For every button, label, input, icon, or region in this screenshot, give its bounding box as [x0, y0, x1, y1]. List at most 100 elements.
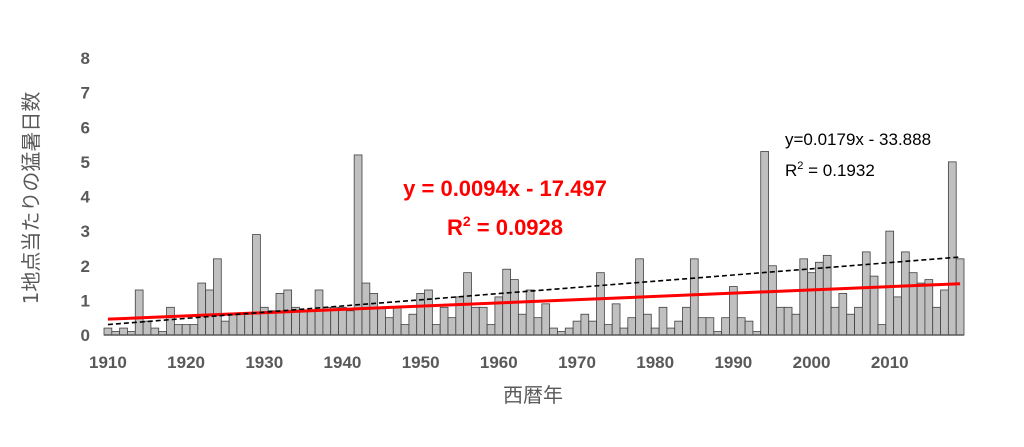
bar-2015: [924, 279, 934, 336]
trendlines: [107, 256, 961, 326]
y-axis: 0 1 2 3 4 5 6 7 8: [81, 49, 91, 345]
bar-1964: [525, 289, 535, 336]
bar-2016: [932, 306, 941, 336]
bar-1919: [173, 324, 183, 336]
bar-1989: [721, 317, 730, 336]
bar-2010: [885, 230, 895, 336]
bar-1971: [580, 313, 590, 336]
bar-2011: [893, 296, 902, 336]
bar-2001: [815, 261, 824, 336]
bar-1979: [643, 313, 652, 336]
bar-1998: [791, 313, 801, 336]
bar-1937: [314, 289, 324, 336]
y-tick-label: 7: [81, 84, 90, 103]
y-tick-label: 6: [81, 118, 90, 137]
bar-1920: [181, 324, 191, 336]
bar-1986: [697, 317, 707, 336]
bar-1955: [455, 296, 465, 336]
x-tick-label: 1930: [245, 353, 283, 372]
bar-2006: [854, 306, 863, 336]
x-tick-label: 2010: [871, 353, 909, 372]
bar-2013: [908, 272, 918, 336]
bar-1931: [267, 310, 277, 336]
bar-1994: [760, 151, 769, 336]
y-tick-label: 5: [81, 153, 90, 172]
bar-1946: [385, 317, 394, 336]
bar-1929: [252, 234, 261, 336]
bar-2018: [947, 161, 957, 336]
bar-1940: [338, 306, 347, 336]
bar-2008: [869, 275, 879, 336]
bar-2000: [807, 272, 816, 336]
y-tick-label: 0: [81, 326, 90, 345]
bar-2012: [901, 251, 910, 336]
bar-1912: [119, 327, 128, 336]
y-tick-label: 4: [81, 188, 91, 207]
dashed-trend-equation: y=0.0179x - 33.888: [785, 130, 931, 149]
bar-1932: [275, 293, 285, 336]
dashed-trendline: [107, 256, 961, 326]
x-tick-label: 1960: [480, 353, 518, 372]
bar-1992: [744, 320, 754, 336]
bar-1977: [627, 317, 637, 336]
bar-1958: [478, 306, 488, 336]
x-tick-label: 2000: [793, 353, 831, 372]
y-tick-label: 3: [81, 222, 90, 241]
bar-1985: [689, 258, 699, 336]
bar-1983: [674, 320, 683, 336]
dashed-trend-r2: R2 = 0.1932: [785, 160, 875, 180]
bar-1928: [244, 313, 253, 336]
bar-1982: [666, 327, 676, 336]
bar-1927: [236, 313, 246, 336]
bar-1999: [799, 258, 809, 336]
bar-1922: [197, 282, 207, 336]
bar-1935: [299, 310, 308, 336]
bar-1936: [306, 310, 316, 336]
bar-1996: [775, 306, 785, 336]
bar-2005: [846, 313, 855, 336]
x-tick-label: 1970: [558, 353, 596, 372]
bar-1984: [682, 306, 691, 336]
x-tick-label: 1910: [89, 353, 127, 372]
bar-1915: [142, 320, 152, 336]
y-tick-label: 1: [81, 291, 90, 310]
bar-1965: [533, 317, 543, 336]
x-tick-label: 1990: [714, 353, 752, 372]
bar-1941: [345, 310, 355, 336]
bar-1926: [228, 313, 238, 336]
x-tick-label: 1920: [167, 353, 205, 372]
bar-1916: [150, 327, 160, 336]
bar-1962: [510, 279, 519, 336]
bar-1980: [650, 327, 660, 336]
bar-2003: [830, 306, 840, 336]
bar-2019: [955, 258, 965, 336]
bar-1948: [400, 324, 410, 336]
bar-1959: [486, 324, 496, 336]
red-trendline: [107, 282, 961, 321]
bar-1974: [603, 324, 613, 336]
bar-1976: [619, 327, 629, 336]
bar-2004: [838, 293, 848, 336]
bar-1987: [705, 317, 715, 336]
bar-1957: [471, 306, 480, 336]
bar-1953: [439, 306, 449, 336]
bar-2014: [916, 282, 926, 336]
bar-1973: [596, 272, 605, 336]
bar-1969: [564, 327, 574, 336]
bar-1914: [134, 289, 144, 336]
y-axis-title: 1地点当たりの猛暑日数: [19, 92, 43, 305]
bar-1952: [431, 324, 441, 336]
y-tick-label: 8: [81, 49, 90, 68]
bar-1951: [424, 289, 433, 336]
x-tick-label: 1940: [324, 353, 362, 372]
x-tick-label: 1980: [636, 353, 674, 372]
bar-1921: [189, 324, 199, 336]
x-axis: 1910 1920 1930 1940 1950 1960 1970 1980 1990 2000…: [89, 353, 909, 372]
red-trend-r2: R2 = 0.0928: [447, 213, 563, 240]
bar-1910: [103, 327, 113, 336]
bar-1939: [330, 306, 339, 336]
bar-2017: [940, 289, 949, 336]
bar-1925: [220, 320, 230, 336]
x-tick-label: 1950: [402, 353, 440, 372]
